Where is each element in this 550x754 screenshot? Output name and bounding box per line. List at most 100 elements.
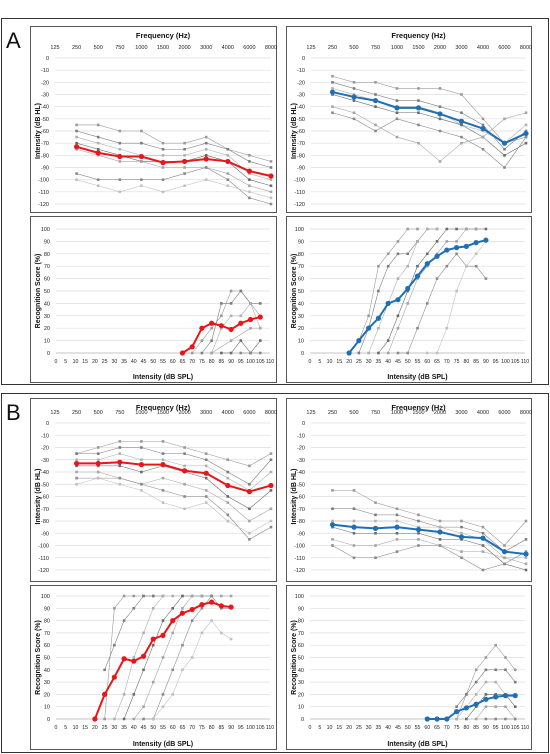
x-tick-label: 750 <box>371 410 380 416</box>
y-tick-label: -110 <box>294 556 305 562</box>
individual-point <box>416 240 419 243</box>
individual-point <box>248 531 251 535</box>
individual-point <box>386 339 390 342</box>
individual-point <box>248 154 251 157</box>
individual-point <box>161 693 165 696</box>
mean-point <box>170 618 176 624</box>
individual-point <box>524 123 528 127</box>
x-tick-label: 125 <box>306 410 315 416</box>
individual-point <box>239 289 243 293</box>
individual-point <box>183 464 186 468</box>
individual-series-6 <box>239 351 262 355</box>
mean-point <box>480 535 486 541</box>
individual-point <box>504 656 507 659</box>
x-tick-label: 500 <box>94 45 103 51</box>
y-tick-label: -110 <box>38 556 49 562</box>
mean-point <box>92 716 98 722</box>
individual-point <box>226 458 230 462</box>
y-tick-label: -60 <box>297 495 305 501</box>
mean-point <box>424 716 430 722</box>
mean-point <box>424 261 430 267</box>
individual-line <box>76 471 272 522</box>
individual-point <box>183 482 186 486</box>
mean-point <box>218 603 224 609</box>
individual-point <box>140 489 143 492</box>
individual-series-7 <box>75 476 273 535</box>
x-tick-label: 35 <box>376 725 382 731</box>
individual-point <box>204 141 208 145</box>
individual-point <box>140 141 143 145</box>
y-tick-label: -10 <box>297 68 305 74</box>
individual-point <box>118 129 122 133</box>
mean-point <box>160 462 166 468</box>
individual-point <box>122 619 126 622</box>
individual-point <box>484 680 488 684</box>
individual-point <box>161 178 165 181</box>
individual-point <box>374 513 377 517</box>
individual-line <box>332 520 526 559</box>
individual-point <box>352 87 356 90</box>
mean-point <box>453 245 460 251</box>
x-tick-label: 750 <box>371 45 380 51</box>
mean-point <box>247 316 254 323</box>
x-tick-label: 35 <box>121 359 127 365</box>
x-tick-label: 40 <box>131 359 137 365</box>
individual-line <box>114 595 183 720</box>
individual-point <box>438 538 442 541</box>
individual-line <box>332 88 527 144</box>
mean-point <box>74 460 80 467</box>
individual-point <box>248 538 251 541</box>
individual-point <box>416 227 419 231</box>
chart-frame <box>30 585 277 750</box>
individual-point <box>226 470 230 474</box>
individual-point <box>524 141 528 145</box>
individual-point <box>395 87 399 90</box>
x-tick-label: 0 <box>309 359 312 365</box>
individual-point <box>474 668 478 672</box>
individual-point <box>445 326 449 330</box>
y-tick-label: 100 <box>41 594 50 600</box>
individual-point <box>357 351 361 355</box>
individual-point <box>132 607 136 610</box>
y-tick-label: -100 <box>38 178 49 184</box>
chart-title: Frequency (Hz) <box>391 31 446 40</box>
individual-point <box>367 351 370 355</box>
x-tick-label: 55 <box>160 725 166 731</box>
individual-point <box>481 117 485 121</box>
x-tick-label: 70 <box>444 359 450 365</box>
x-tick-label: 250 <box>328 45 337 51</box>
individual-line <box>332 508 527 552</box>
mean-point <box>225 158 231 165</box>
mean-point <box>246 489 252 495</box>
x-tick-label: 110 <box>266 359 274 365</box>
x-tick-label: 25 <box>356 359 362 365</box>
individual-point <box>474 717 478 721</box>
individual-point <box>352 489 356 492</box>
x-tick-label: 750 <box>115 45 124 51</box>
individual-point <box>503 562 506 566</box>
individual-point <box>352 544 356 547</box>
x-tick-label: 65 <box>434 359 440 365</box>
individual-point <box>140 184 143 188</box>
x-tick-label: 1000 <box>135 410 147 416</box>
mean-point <box>501 140 508 146</box>
individual-point <box>183 147 186 151</box>
individual-point <box>118 446 122 449</box>
individual-point <box>229 339 233 342</box>
individual-point <box>374 93 377 96</box>
y-axis-label: Intensity (dB HL) <box>291 103 298 159</box>
mean-point <box>228 604 234 610</box>
individual-point <box>226 501 230 504</box>
y-tick-label: -80 <box>41 153 49 159</box>
individual-point <box>171 693 175 696</box>
mean-point <box>138 153 144 160</box>
individual-point <box>204 464 208 468</box>
individual-point <box>248 190 251 194</box>
individual-point <box>406 264 410 268</box>
mean-series <box>74 459 274 495</box>
individual-point <box>331 105 334 108</box>
x-tick-label: 0 <box>309 725 312 731</box>
x-tick-label: 100 <box>246 359 255 365</box>
individual-point <box>484 705 488 708</box>
mean-point <box>483 237 489 243</box>
